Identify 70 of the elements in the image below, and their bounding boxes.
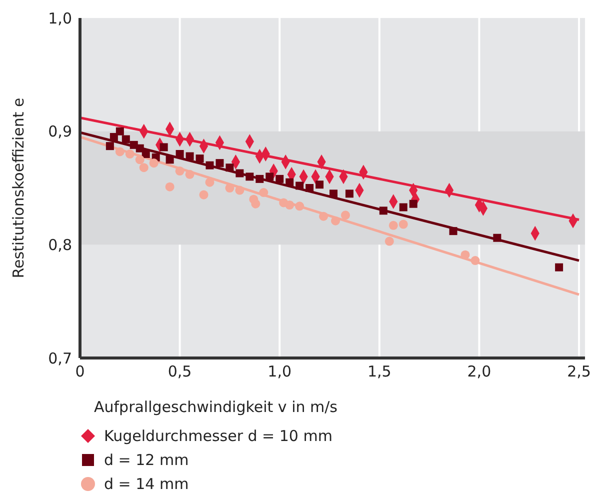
y-tick-label: 0,8 (48, 236, 72, 254)
point (199, 190, 208, 200)
point (256, 174, 264, 183)
point (316, 180, 324, 189)
point (205, 178, 214, 187)
point (460, 250, 470, 260)
point (340, 210, 350, 220)
x-axis-title: Aufprallgeschwindigkeit v in m/s (94, 398, 338, 416)
point (226, 164, 234, 172)
x-tick-label: 2,5 (567, 362, 590, 381)
point (330, 216, 340, 226)
point (251, 199, 260, 208)
point (135, 155, 144, 164)
point (276, 174, 284, 183)
point (493, 234, 502, 242)
point (384, 236, 394, 246)
y-tick-label: 0,7 (48, 349, 72, 368)
y-tick-label: 1,0 (48, 9, 72, 28)
point (330, 190, 338, 198)
point (149, 158, 158, 168)
point (196, 154, 204, 163)
point (388, 220, 398, 230)
x-tick-label: 0 (75, 362, 85, 381)
point (345, 190, 354, 198)
point (139, 163, 148, 172)
point (449, 227, 458, 236)
point (142, 150, 150, 158)
point (175, 166, 184, 176)
point (319, 212, 328, 221)
point (266, 172, 274, 181)
point (136, 144, 144, 152)
legend-label: d = 12 mm (104, 450, 189, 471)
point (398, 220, 408, 229)
point (409, 200, 418, 208)
point (296, 182, 304, 190)
point (122, 135, 130, 144)
point (306, 184, 314, 192)
x-tick-label: 1,5 (367, 362, 392, 381)
point (185, 170, 194, 179)
point (285, 200, 294, 210)
point (295, 202, 304, 211)
point (399, 203, 408, 212)
point (115, 147, 124, 156)
x-tick-label: 1,0 (268, 362, 292, 381)
point (176, 150, 184, 158)
y-axis-title: Restitutionskoeffizient e (9, 98, 28, 278)
point (225, 183, 234, 193)
point (216, 159, 224, 168)
point (165, 182, 174, 192)
point (286, 178, 294, 186)
point (235, 186, 244, 195)
point (125, 149, 134, 159)
y-tick-label: 0,9 (48, 122, 72, 141)
point (246, 172, 254, 181)
point (166, 156, 174, 164)
point (116, 127, 124, 136)
point (470, 256, 480, 266)
x-tick-label: 2,0 (467, 362, 492, 381)
point (206, 161, 214, 170)
point (186, 152, 194, 160)
x-tick-label: 0,5 (168, 362, 192, 381)
point (379, 206, 388, 215)
point (259, 188, 268, 198)
point (110, 133, 118, 141)
legend-label: Kugeldurchmesser d = 10 mm (104, 426, 332, 447)
point (160, 143, 168, 152)
point (236, 169, 244, 178)
legend-label: d = 14 mm (104, 474, 189, 495)
point (555, 263, 564, 272)
point (106, 142, 114, 150)
